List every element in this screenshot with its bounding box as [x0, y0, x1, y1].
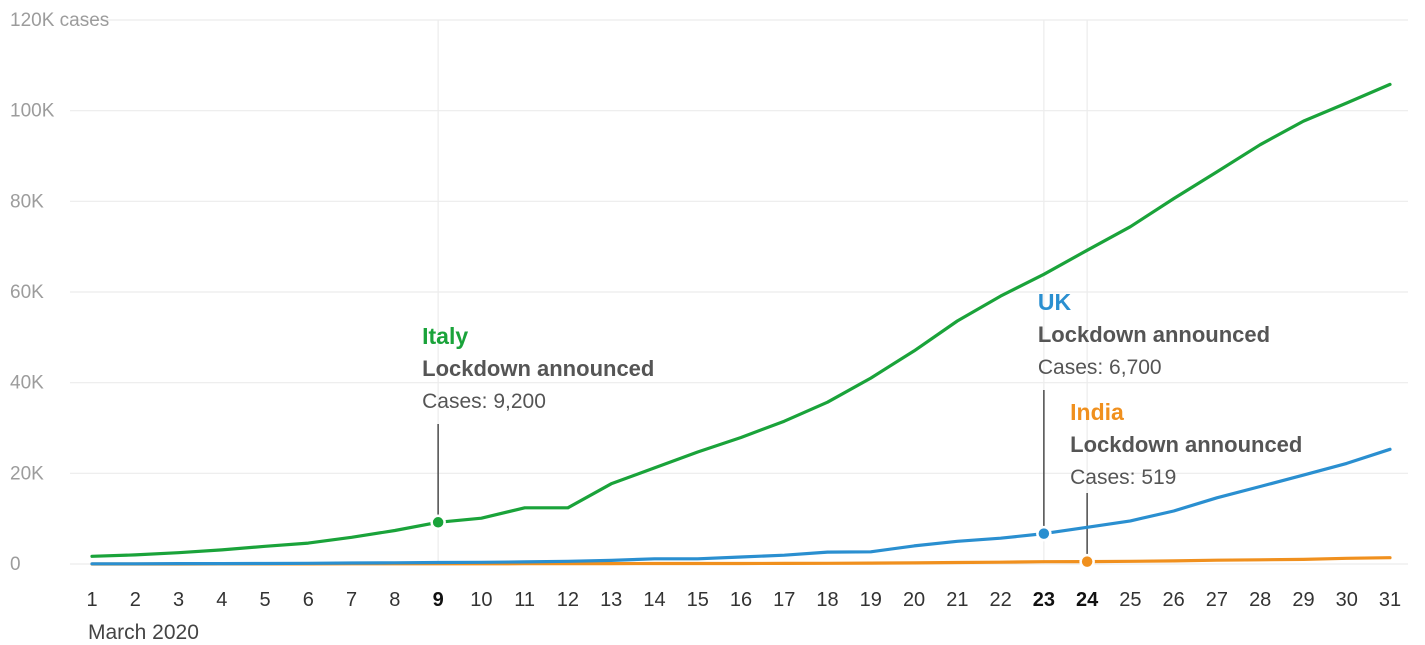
annotation-event-uk: Lockdown announced	[1038, 322, 1270, 347]
x-tick-label: 19	[860, 589, 882, 611]
series-line-uk	[90, 447, 1392, 566]
y-tick-label: 120K cases	[10, 10, 109, 31]
x-tick-label: 21	[946, 589, 968, 611]
event-marker-uk	[1036, 525, 1052, 542]
y-tick-label: 60K	[10, 282, 44, 303]
x-axis-tick-labels: 1 2 3 4 5 6 7 8 9 10 11 12 13 14 15 16 17 18 19 20 21 22 23 24 2…	[86, 589, 1401, 611]
annotation-cases-italy: Cases: 9,200	[422, 390, 546, 413]
x-tick-label: 18	[816, 589, 838, 611]
gridlines	[70, 19, 1408, 565]
y-tick-label: 40K	[10, 373, 44, 394]
y-tick-label: 80K	[10, 191, 44, 212]
x-tick-label: 25	[1119, 589, 1141, 611]
annotation-event-india: Lockdown announced	[1070, 432, 1302, 457]
x-tick-label: 26	[1163, 589, 1185, 611]
series-line-italy	[90, 82, 1392, 558]
x-tick-label: 17	[773, 589, 795, 611]
x-tick-label: 4	[216, 589, 227, 611]
x-tick-label: 2	[130, 589, 141, 611]
y-axis-tick-labels: 0 20K 40K 60K 80K 100K 120K cases	[10, 10, 109, 575]
x-tick-label: 20	[903, 589, 925, 611]
x-tick-label: 31	[1379, 589, 1401, 611]
annotation-cases-india: Cases: 519	[1070, 466, 1176, 489]
x-tick-label: 23	[1033, 589, 1055, 611]
x-tick-label: 1	[86, 589, 97, 611]
y-tick-label: 20K	[10, 463, 44, 484]
y-tick-label: 0	[10, 554, 21, 575]
x-tick-label: 30	[1336, 589, 1358, 611]
event-marker-italy	[430, 514, 446, 531]
annotation-cases-uk: Cases: 6,700	[1038, 356, 1162, 379]
x-tick-label: 5	[260, 589, 271, 611]
annotation-event-italy: Lockdown announced	[422, 356, 654, 381]
x-tick-label: 6	[303, 589, 314, 611]
annotation-leader-lines	[437, 390, 1088, 555]
x-tick-label: 27	[1206, 589, 1228, 611]
annotation-country-india: India	[1070, 399, 1124, 425]
x-tick-label: 3	[173, 589, 184, 611]
series-lines	[90, 82, 1392, 566]
x-tick-label: 7	[346, 589, 357, 611]
x-tick-label: 14	[643, 589, 665, 611]
annotation-country-uk: UK	[1038, 289, 1072, 315]
x-tick-label: 11	[514, 589, 535, 611]
event-marker-india	[1079, 553, 1095, 570]
x-tick-label: 13	[600, 589, 622, 611]
y-tick-label: 100K	[10, 101, 55, 122]
annotation-country-italy: Italy	[422, 323, 468, 349]
annotation-labels: Italy Lockdown announced Cases: 9,200 UK Loc…	[422, 289, 1302, 489]
x-tick-label: 9	[433, 589, 444, 611]
x-tick-label: 28	[1249, 589, 1271, 611]
x-tick-label: 29	[1292, 589, 1314, 611]
x-axis-label: March 2020	[88, 621, 199, 644]
x-tick-label: 12	[557, 589, 579, 611]
x-tick-label: 10	[470, 589, 492, 611]
x-tick-label: 8	[389, 589, 400, 611]
x-tick-label: 16	[730, 589, 752, 611]
x-tick-label: 22	[989, 589, 1011, 611]
x-tick-label: 15	[687, 589, 709, 611]
annotation-markers	[430, 514, 1095, 570]
x-tick-label: 24	[1076, 589, 1099, 611]
